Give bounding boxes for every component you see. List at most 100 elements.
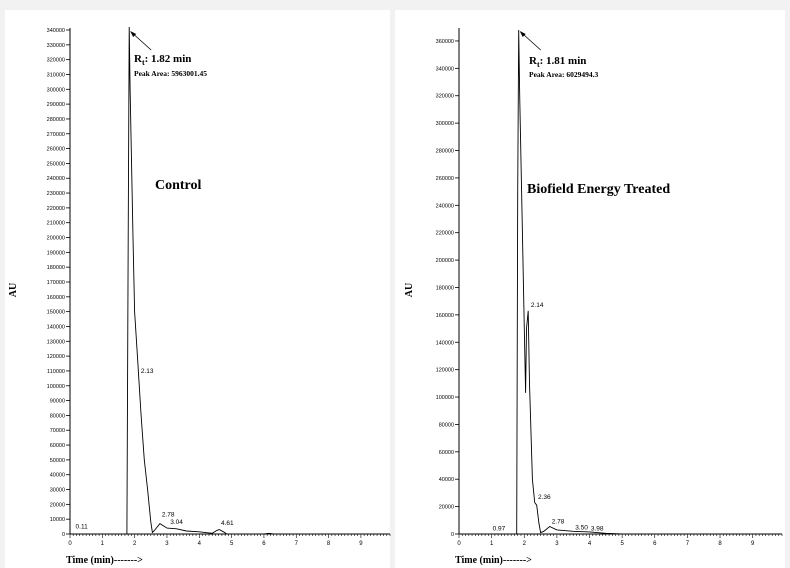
x-tick-label: 0 bbox=[68, 541, 72, 547]
peak-label: 3.98 bbox=[591, 525, 604, 532]
y-tick-label: 70000 bbox=[50, 428, 65, 434]
y-tick-label: 300000 bbox=[47, 87, 65, 93]
x-tick-label: 4 bbox=[588, 541, 592, 547]
y-tick-label: 360000 bbox=[436, 39, 454, 45]
x-tick-label: 5 bbox=[230, 541, 234, 547]
y-tick-label: 200000 bbox=[47, 236, 65, 242]
x-tick-label: 6 bbox=[653, 541, 657, 547]
y-tick-label: 20000 bbox=[50, 502, 65, 508]
chromatogram-trace bbox=[459, 29, 782, 535]
y-tick-label: 320000 bbox=[47, 58, 65, 64]
y-tick-label: 180000 bbox=[47, 265, 65, 271]
x-tick-label: 3 bbox=[555, 541, 559, 547]
sample-label: Control bbox=[155, 178, 202, 193]
peak-label: 2.13 bbox=[141, 368, 154, 375]
panel-background bbox=[395, 10, 785, 568]
y-tick-label: 130000 bbox=[47, 339, 65, 345]
peak-label: 3.04 bbox=[170, 519, 183, 526]
y-tick-label: 60000 bbox=[50, 443, 65, 449]
y-tick-label: 100000 bbox=[47, 384, 65, 390]
retention-time-label: Rt: 1.81 min bbox=[529, 55, 586, 69]
chart-panel-control: 0 10000 20000 30000 40000 50000 60000 70000 8000… bbox=[5, 10, 391, 568]
y-tick-label: 50000 bbox=[50, 458, 65, 464]
x-tick-label: 8 bbox=[327, 541, 331, 547]
y-tick-label: 220000 bbox=[436, 231, 454, 237]
y-tick-label: 200000 bbox=[436, 258, 454, 264]
y-tick-label: 330000 bbox=[47, 43, 65, 49]
y-tick-label: 10000 bbox=[50, 517, 65, 523]
y-tick-label: 280000 bbox=[47, 117, 65, 123]
x-tick-label: 3 bbox=[165, 541, 169, 547]
y-tick-label: 140000 bbox=[436, 340, 454, 346]
retention-time-label: Rt: 1.82 min bbox=[134, 53, 191, 67]
y-tick-label: 340000 bbox=[436, 66, 454, 72]
x-tick-label: 9 bbox=[359, 541, 363, 547]
x-tick-label: 2 bbox=[133, 541, 137, 547]
peak-area-label: Peak Area: 6029494.3 bbox=[529, 70, 598, 79]
panel-background bbox=[5, 10, 390, 568]
y-tick-label: 0 bbox=[451, 532, 454, 538]
chromatogram-trace bbox=[70, 26, 390, 535]
y-tick-label: 210000 bbox=[47, 221, 65, 227]
y-tick-label: 310000 bbox=[47, 72, 65, 78]
y-tick-label: 40000 bbox=[50, 473, 65, 479]
peak-label: 2.78 bbox=[552, 518, 565, 525]
y-tick-label: 0 bbox=[62, 532, 65, 538]
sample-label: Biofield Energy Treated bbox=[527, 182, 670, 197]
y-tick-label: 190000 bbox=[47, 250, 65, 256]
y-tick-label: 60000 bbox=[439, 450, 454, 456]
x-tick-label: 9 bbox=[751, 541, 755, 547]
x-tick-label: 5 bbox=[620, 541, 624, 547]
x-tick-label: 4 bbox=[198, 541, 202, 547]
peak-area-label: Peak Area: 5963001.45 bbox=[134, 69, 207, 78]
x-tick-label: 1 bbox=[490, 541, 494, 547]
y-tick-label: 120000 bbox=[47, 354, 65, 360]
arrow-head bbox=[130, 31, 137, 37]
y-tick-label: 220000 bbox=[47, 206, 65, 212]
y-tick-label: 80000 bbox=[50, 413, 65, 419]
y-tick-label: 270000 bbox=[47, 132, 65, 138]
y-tick-label: 180000 bbox=[436, 285, 454, 291]
y-tick-label: 240000 bbox=[436, 203, 454, 209]
y-axis-label: AU bbox=[8, 283, 19, 297]
y-tick-label: 260000 bbox=[47, 147, 65, 153]
x-tick-label: 2 bbox=[523, 541, 527, 547]
y-tick-label: 30000 bbox=[50, 488, 65, 494]
y-tick-label: 140000 bbox=[47, 324, 65, 330]
y-tick-label: 120000 bbox=[436, 368, 454, 374]
y-tick-label: 110000 bbox=[47, 369, 65, 375]
arrow-head bbox=[519, 31, 526, 37]
x-tick-label: 7 bbox=[295, 541, 299, 547]
x-tick-label: 6 bbox=[262, 541, 266, 547]
y-tick-label: 160000 bbox=[436, 313, 454, 319]
y-tick-label: 280000 bbox=[436, 149, 454, 155]
x-tick-label: 7 bbox=[686, 541, 690, 547]
y-tick-label: 250000 bbox=[47, 161, 65, 167]
peak-label: 0.11 bbox=[76, 524, 89, 531]
y-axis-label: AU bbox=[404, 283, 415, 297]
peak-label: 2.14 bbox=[531, 302, 544, 309]
y-tick-label: 100000 bbox=[436, 395, 454, 401]
y-tick-label: 300000 bbox=[436, 121, 454, 127]
x-axis-label: Time (min)-------> bbox=[455, 555, 532, 566]
x-tick-label: 0 bbox=[457, 541, 461, 547]
y-tick-label: 240000 bbox=[47, 176, 65, 182]
x-axis-label: Time (min)-------> bbox=[66, 555, 143, 566]
y-tick-label: 260000 bbox=[436, 176, 454, 182]
x-tick-label: 8 bbox=[718, 541, 722, 547]
y-tick-label: 170000 bbox=[47, 280, 65, 286]
peak-label: 0.97 bbox=[493, 525, 506, 532]
x-tick-label: 1 bbox=[101, 541, 105, 547]
peak-label: 2.36 bbox=[538, 494, 551, 501]
y-tick-label: 90000 bbox=[50, 399, 65, 405]
y-tick-label: 160000 bbox=[47, 295, 65, 301]
y-tick-label: 40000 bbox=[439, 477, 454, 483]
peak-label: 3.50 bbox=[575, 525, 588, 532]
y-tick-label: 20000 bbox=[439, 505, 454, 511]
peak-label: 4.61 bbox=[221, 520, 234, 527]
y-tick-label: 290000 bbox=[47, 102, 65, 108]
y-tick-label: 340000 bbox=[47, 28, 65, 34]
y-tick-label: 230000 bbox=[47, 191, 65, 197]
